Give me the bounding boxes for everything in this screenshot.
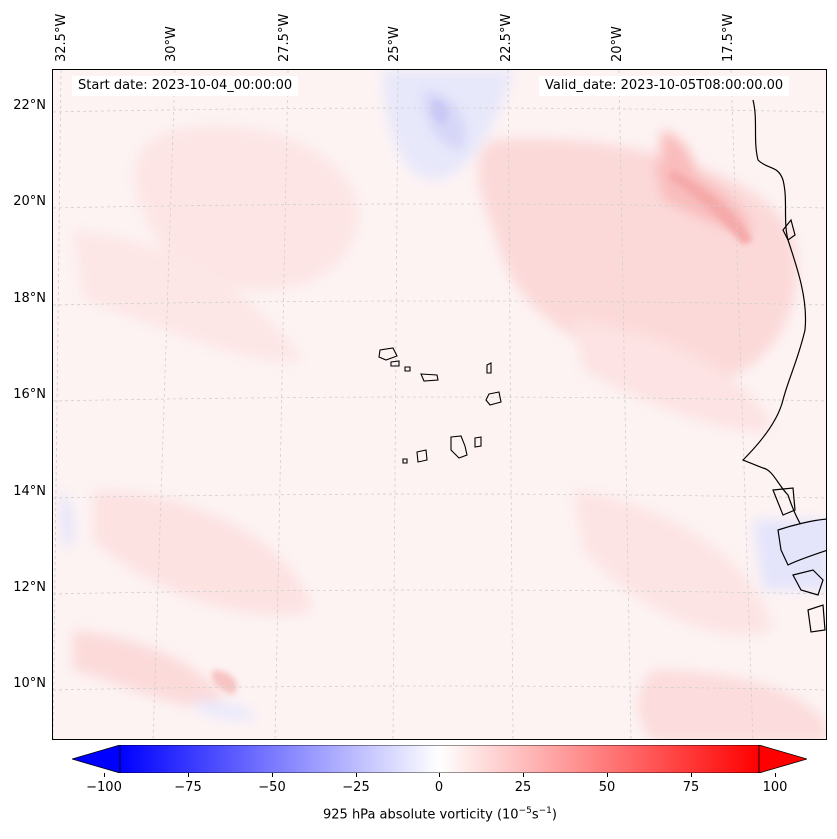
cb-tick-mark <box>272 773 273 777</box>
cb-tick-mark <box>607 773 608 777</box>
colorbar-gradient <box>119 745 760 773</box>
cb-tick-mark <box>439 773 440 777</box>
lat-label-18n: 18°N <box>13 291 46 306</box>
lat-label-14n: 14°N <box>13 484 46 499</box>
cb-tick-mark <box>691 773 692 777</box>
lat-label-22n: 22°N <box>13 98 46 113</box>
lon-label-30w: 30°W <box>164 26 179 62</box>
lat-label-16n: 16°N <box>13 387 46 402</box>
cb-tick-label: 100 <box>762 780 788 795</box>
lat-label-20n: 20°N <box>13 194 46 209</box>
start-date-label: Start date: 2023-10-04_00:00:00 <box>72 76 299 96</box>
coastline <box>741 99 826 633</box>
lon-label-22-5w: 22.5°W <box>499 13 514 62</box>
cb-tick-label: −75 <box>174 780 202 795</box>
colorbar-title: 925 hPa absolute vorticity (10−5s−1) <box>323 806 557 823</box>
cb-tick-label: −25 <box>342 780 370 795</box>
cb-tick-mark <box>775 773 776 777</box>
cb-tick-mark <box>356 773 357 777</box>
lat-label-10n: 10°N <box>13 676 46 691</box>
valid-date-label: Valid_date: 2023-10-05T08:00:00.00 <box>539 76 790 96</box>
colorbar <box>72 745 807 773</box>
lon-label-32-5w: 32.5°W <box>54 13 69 62</box>
graticule <box>53 70 826 739</box>
cb-tick-label: 50 <box>598 780 616 795</box>
cb-tick-mark <box>523 773 524 777</box>
lon-label-17-5w: 17.5°W <box>721 13 736 62</box>
cb-tick-mark <box>104 773 105 777</box>
cb-tick-label: 25 <box>514 780 532 795</box>
map-panel <box>52 69 827 740</box>
lon-label-25w: 25°W <box>387 26 402 62</box>
vorticity-field <box>53 70 826 739</box>
cape-verde-islands <box>378 347 502 464</box>
lat-label-12n: 12°N <box>13 580 46 595</box>
vorticity-streaks <box>211 100 753 695</box>
colorbar-low-extend <box>72 745 121 773</box>
lon-label-20w: 20°W <box>610 26 625 62</box>
cb-tick-label: −50 <box>258 780 286 795</box>
colorbar-high-extend <box>758 745 807 773</box>
cb-tick-label: −100 <box>86 780 122 795</box>
vorticity-shading <box>60 70 826 739</box>
cb-tick-label: 75 <box>682 780 700 795</box>
cb-tick-label: 0 <box>434 780 444 795</box>
lon-label-27-5w: 27.5°W <box>277 13 292 62</box>
cb-tick-mark <box>188 773 189 777</box>
